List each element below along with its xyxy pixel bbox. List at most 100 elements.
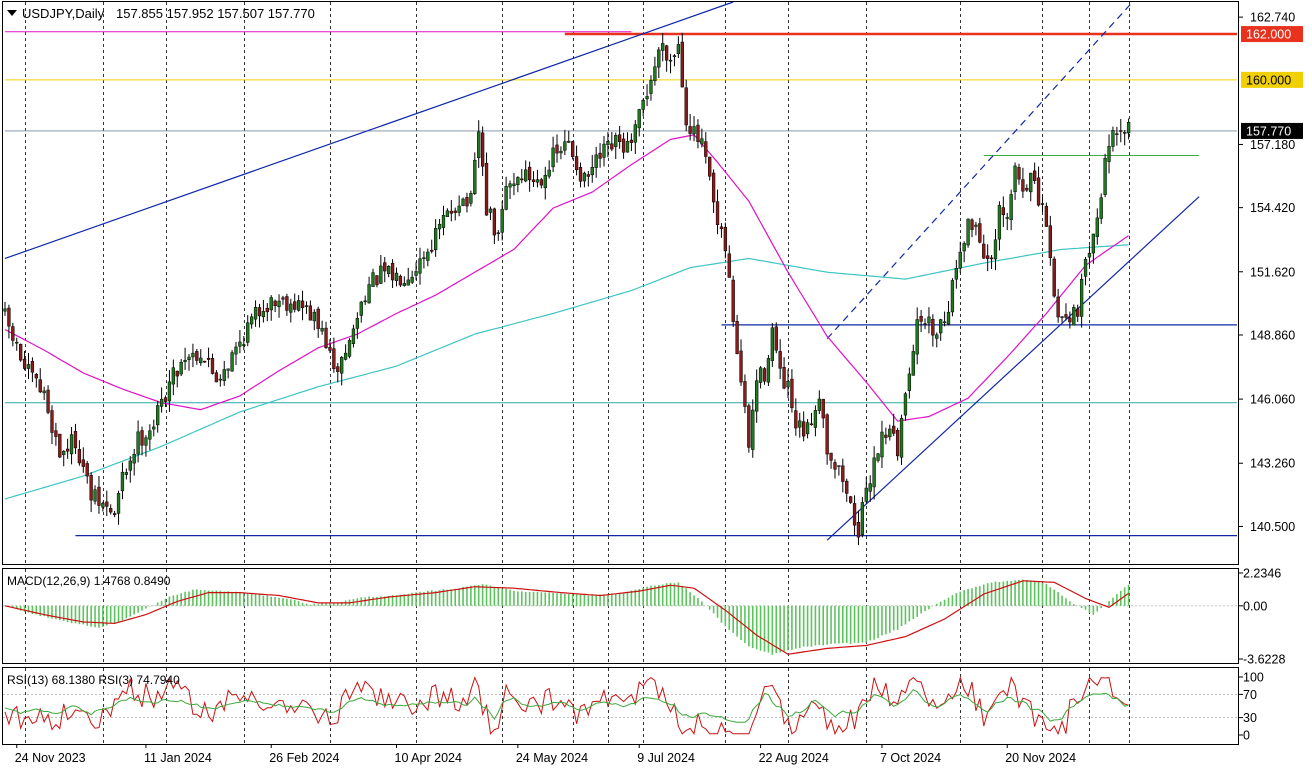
candle-body xyxy=(860,502,865,535)
price-label-background xyxy=(1241,122,1303,139)
macd-panel-frame xyxy=(2,568,1239,664)
candle xyxy=(367,276,371,304)
candle xyxy=(148,424,152,451)
candle-body xyxy=(234,346,238,355)
moving-averages xyxy=(4,134,1129,500)
date-tick-label: 26 Feb 2024 xyxy=(269,751,339,765)
candle-body xyxy=(171,367,175,385)
candle-body xyxy=(140,430,144,446)
candle-body xyxy=(1091,233,1096,254)
candle-body xyxy=(539,179,544,186)
candle-body xyxy=(418,258,422,274)
candle xyxy=(766,354,771,387)
candle xyxy=(868,475,872,502)
candle xyxy=(876,453,880,463)
candle-body xyxy=(966,218,970,246)
candle xyxy=(590,154,594,183)
candle-body xyxy=(578,167,583,182)
candle-body xyxy=(629,139,634,143)
candle xyxy=(316,306,320,338)
candle-body xyxy=(500,209,504,233)
candle-body xyxy=(167,381,172,402)
candle xyxy=(179,358,183,377)
candle xyxy=(249,313,254,329)
symbol-dropdown-icon[interactable] xyxy=(7,10,17,16)
macd-tick-label: 2.2346 xyxy=(1243,567,1281,581)
candle xyxy=(355,312,360,339)
candle xyxy=(15,337,19,351)
candle xyxy=(770,323,774,367)
candle xyxy=(414,262,418,281)
candle-body xyxy=(191,352,195,358)
candle xyxy=(488,206,493,221)
candle-body xyxy=(837,465,841,467)
candle xyxy=(343,344,348,361)
candle-body xyxy=(524,169,528,182)
candle xyxy=(120,462,125,500)
candle xyxy=(1126,118,1131,140)
trendline xyxy=(826,1,1133,340)
candle-body xyxy=(586,174,590,177)
rsi-tick-label: 70 xyxy=(1243,688,1257,702)
candle-body xyxy=(277,300,281,307)
candle-body xyxy=(931,318,935,336)
candle xyxy=(477,120,481,168)
candle-body xyxy=(203,360,207,363)
candle-body xyxy=(508,183,512,188)
candle-body xyxy=(1072,307,1076,326)
candle-body xyxy=(774,326,778,351)
candle xyxy=(273,299,277,313)
candle-body xyxy=(120,471,125,492)
candle xyxy=(156,400,160,433)
candle xyxy=(293,293,297,313)
date-tick-label: 24 May 2024 xyxy=(516,751,588,765)
candle xyxy=(383,256,387,283)
candle xyxy=(296,295,301,312)
candle xyxy=(1029,172,1033,202)
candle-body xyxy=(488,208,493,213)
candle xyxy=(1103,153,1107,198)
rsi-slow-line xyxy=(4,688,1129,723)
candle-body xyxy=(1095,217,1099,237)
price-label-text: 160.000 xyxy=(1246,73,1291,87)
candle-body xyxy=(1111,130,1115,147)
candle-body xyxy=(383,262,387,272)
candle xyxy=(829,452,833,469)
macd-signal-line xyxy=(4,580,1129,655)
candle xyxy=(504,176,508,211)
candle xyxy=(336,363,340,383)
candle xyxy=(116,490,121,525)
candle-body xyxy=(676,44,681,54)
candle xyxy=(731,275,735,327)
candle xyxy=(637,108,641,137)
candle-body xyxy=(821,398,825,419)
candle xyxy=(798,412,802,438)
candle xyxy=(723,222,728,259)
rsi-indicator xyxy=(3,675,1237,736)
candle-body xyxy=(982,243,986,259)
candle xyxy=(1060,316,1064,323)
candle xyxy=(802,411,806,442)
date-tick-label: 11 Jan 2024 xyxy=(144,751,212,765)
candle-body xyxy=(723,227,728,252)
candle-body xyxy=(285,296,289,311)
candle-body xyxy=(261,311,266,318)
candle xyxy=(974,221,978,236)
candle xyxy=(11,322,15,347)
candle-body xyxy=(888,428,892,438)
candle xyxy=(445,208,450,218)
candle xyxy=(387,265,391,278)
macd-tick-label: 0.00 xyxy=(1243,599,1267,613)
candle-body xyxy=(1044,205,1049,227)
candle xyxy=(911,344,915,376)
candle xyxy=(1009,189,1013,231)
candle xyxy=(183,347,187,370)
candle xyxy=(54,422,58,446)
candle xyxy=(567,130,571,143)
candle xyxy=(1115,126,1119,146)
candle xyxy=(140,426,144,456)
candle-body xyxy=(257,307,262,317)
candle xyxy=(418,247,422,285)
candle-body xyxy=(817,398,821,411)
candle xyxy=(159,387,164,413)
